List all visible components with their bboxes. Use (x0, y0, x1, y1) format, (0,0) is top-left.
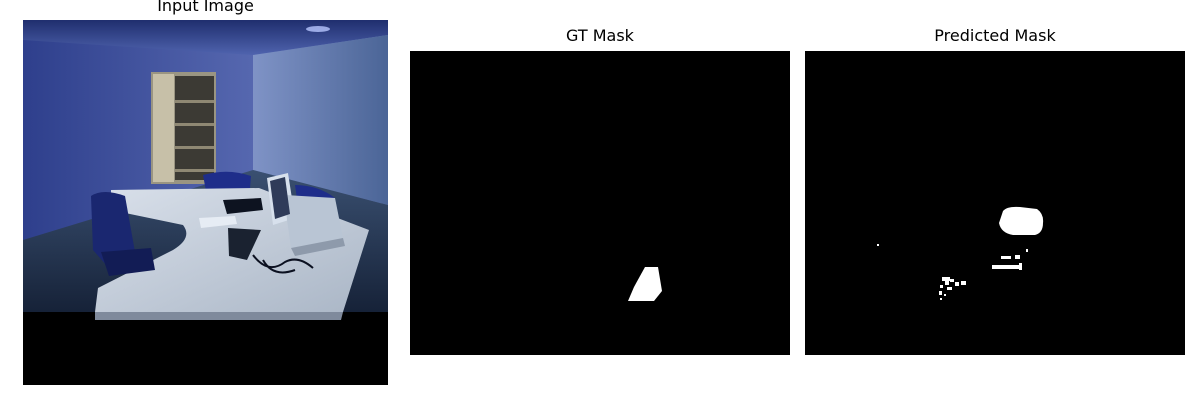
input-image-panel (23, 20, 388, 385)
office-photo (23, 20, 388, 320)
gt-mask-image (410, 51, 790, 355)
gt-mask-title: GT Mask (566, 26, 634, 45)
gt-mask-panel (410, 51, 790, 355)
predicted-mask-panel (805, 51, 1185, 355)
predicted-mask-blob-main (999, 206, 1044, 235)
predicted-mask-image (805, 51, 1185, 355)
predicted-mask-speckles (877, 244, 1028, 300)
input-image-title: Input Image (157, 0, 254, 15)
predicted-mask-title: Predicted Mask (934, 26, 1056, 45)
predicted-mask-streak (992, 265, 1020, 269)
gt-mask-region (628, 267, 662, 301)
